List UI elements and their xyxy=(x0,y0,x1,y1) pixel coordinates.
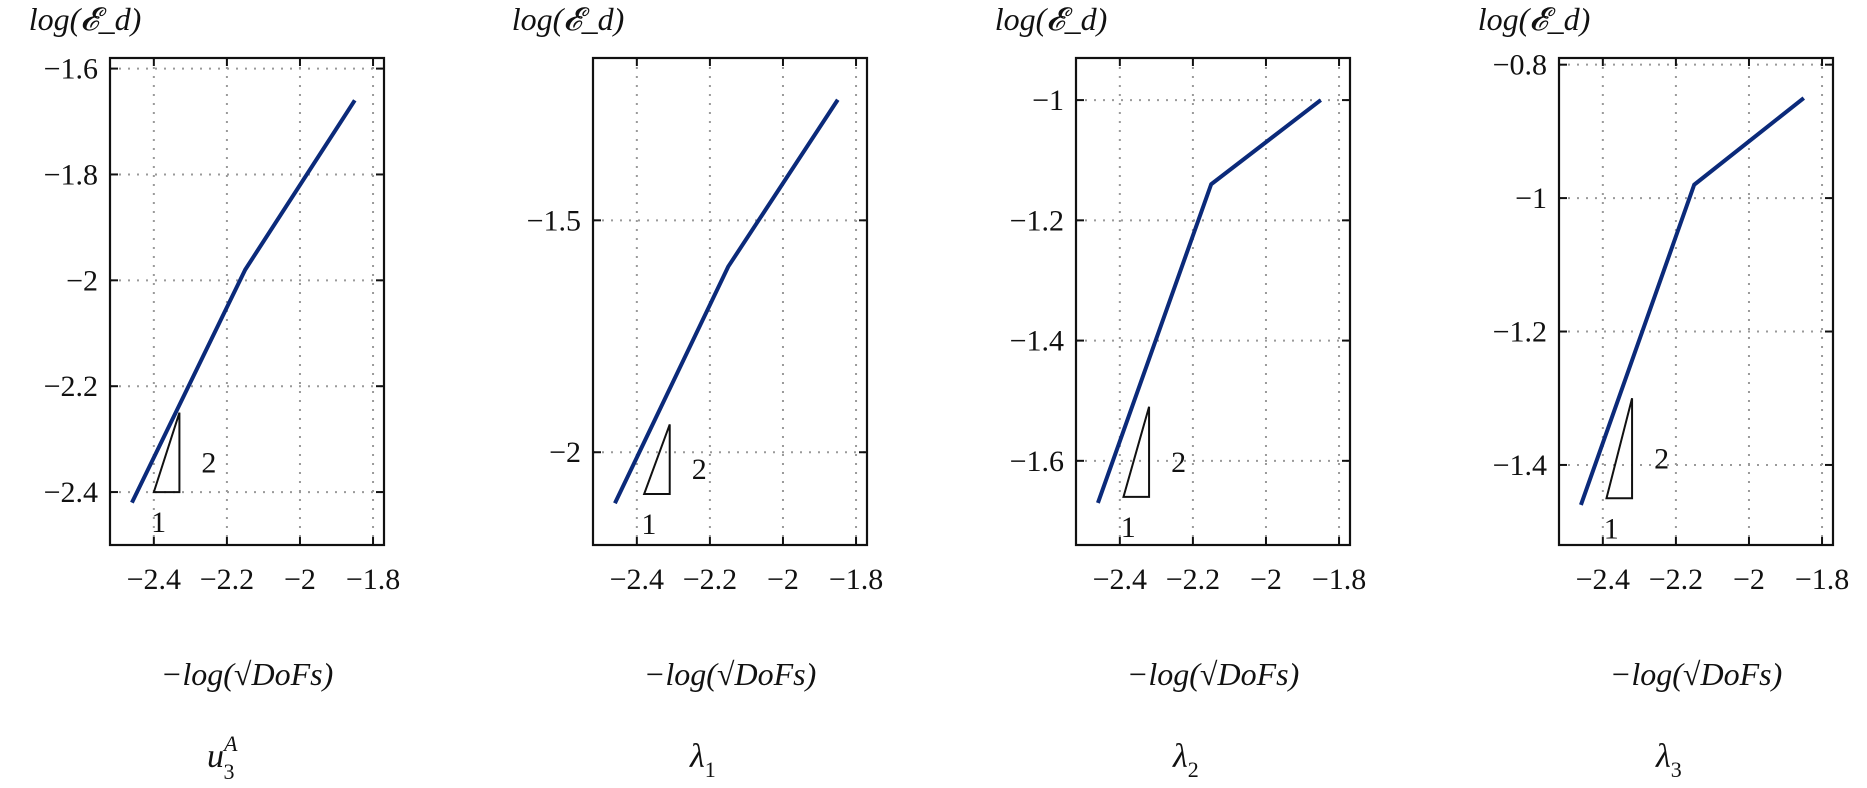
caption-sub: 3 xyxy=(223,759,234,784)
y-axis-label: log(𝓔_d) xyxy=(1478,1,1591,37)
slope-rise-label: 2 xyxy=(201,446,216,479)
panel-4: −2.4 −2.2 −2 −1.8 −1.4 −1.2 −1 −0.8 2 1 log(𝓔_d) −l… xyxy=(1478,1,1850,782)
series-line-1 xyxy=(1096,98,1322,504)
x-tick-label: −2.2 xyxy=(683,563,737,596)
y-tick-label: −2 xyxy=(549,436,581,469)
caption-main: u xyxy=(207,738,224,775)
panel-caption: uA 3 xyxy=(207,731,238,784)
caption-main: λ xyxy=(1655,738,1671,775)
x-tick-label: −2 xyxy=(1733,563,1765,596)
x-tick-label: −2.4 xyxy=(610,563,664,596)
x-tick-label: −2.2 xyxy=(200,563,254,596)
panel-3: −2.4 −2.2 −2 −1.8 −1.6 −1.4 −1.2 −1 2 1 log(𝓔_d) −l… xyxy=(995,1,1367,782)
x-tick-label: −2.4 xyxy=(1093,563,1147,596)
x-tick-label: −2 xyxy=(767,563,799,596)
slope-run-label: 1 xyxy=(151,506,166,539)
x-tick-label: −2 xyxy=(284,563,316,596)
x-tick-label: −1.8 xyxy=(346,563,400,596)
slope-triangle xyxy=(152,412,181,494)
x-tick-label: −2.4 xyxy=(127,563,181,596)
plot-frame xyxy=(1557,56,1835,547)
series-line-1 xyxy=(1579,96,1806,506)
y-tick-label: −1 xyxy=(1515,182,1547,215)
y-tick-label: −2.2 xyxy=(44,370,98,403)
caption-sub: 2 xyxy=(1188,757,1199,782)
x-tick-label: −1.8 xyxy=(1795,563,1849,596)
caption-sub: 1 xyxy=(705,757,716,782)
plot-frame xyxy=(1074,56,1352,547)
y-tick-label: −0.8 xyxy=(1493,49,1547,82)
x-axis-label: −log(√DoFs) xyxy=(1127,656,1299,692)
y-tick-label: −1.5 xyxy=(527,204,581,237)
plot-frame xyxy=(108,56,386,547)
slope-rise-label: 2 xyxy=(1171,446,1186,479)
x-tick-label: −2.2 xyxy=(1649,563,1703,596)
caption-sup: A xyxy=(222,731,238,756)
slope-run-label: 1 xyxy=(1121,511,1136,544)
caption-main: λ xyxy=(1172,738,1188,775)
slope-triangle xyxy=(1605,397,1634,500)
x-axis-label: −log(√DoFs) xyxy=(1610,656,1782,692)
caption-sub: 3 xyxy=(1671,757,1682,782)
y-tick-label: −1.8 xyxy=(44,158,98,191)
y-tick-label: −2.4 xyxy=(44,476,98,509)
series-line-1 xyxy=(613,98,840,505)
x-tick-label: −2 xyxy=(1250,563,1282,596)
x-tick-label: −1.8 xyxy=(1312,563,1366,596)
x-axis-label: −log(√DoFs) xyxy=(644,656,816,692)
y-axis-label: log(𝓔_d) xyxy=(512,1,625,37)
y-tick-label: −1.2 xyxy=(1010,204,1064,237)
y-tick-label: −1 xyxy=(1032,84,1064,117)
panel-1: −2.4 −2.2 −2 −1.8 −2.4 −2.2 −2 −1.8 −1.6 2 1 log(𝓔_… xyxy=(29,1,401,784)
slope-rise-label: 2 xyxy=(1654,442,1669,475)
panel-caption: λ1 xyxy=(689,738,716,782)
slope-triangle xyxy=(1122,406,1151,498)
y-tick-label: −1.2 xyxy=(1493,316,1547,349)
slope-run-label: 1 xyxy=(1604,512,1619,545)
y-tick-label: −1.4 xyxy=(1493,449,1547,482)
panel-2: −2.4 −2.2 −2 −1.8 −2 −1.5 2 1 log(𝓔_d) −log(√DoFs… xyxy=(512,1,884,782)
slope-rise-label: 2 xyxy=(692,453,707,486)
slope-triangle xyxy=(642,424,671,495)
y-axis-label: log(𝓔_d) xyxy=(995,1,1108,37)
panel-caption: λ3 xyxy=(1655,738,1682,782)
panel-caption: λ2 xyxy=(1172,738,1199,782)
y-tick-label: −1.6 xyxy=(44,53,98,86)
slope-run-label: 1 xyxy=(641,508,656,541)
plot-frame xyxy=(591,56,869,547)
x-axis-label: −log(√DoFs) xyxy=(161,656,333,692)
x-tick-label: −2.4 xyxy=(1576,563,1630,596)
y-tick-label: −1.6 xyxy=(1010,445,1064,478)
y-tick-label: −1.4 xyxy=(1010,325,1064,358)
y-axis-label: log(𝓔_d) xyxy=(29,1,142,37)
x-tick-label: −1.8 xyxy=(829,563,883,596)
caption-main: λ xyxy=(689,738,705,775)
x-tick-label: −2.2 xyxy=(1166,563,1220,596)
y-tick-label: −2 xyxy=(66,264,98,297)
series-line-1 xyxy=(130,99,357,504)
